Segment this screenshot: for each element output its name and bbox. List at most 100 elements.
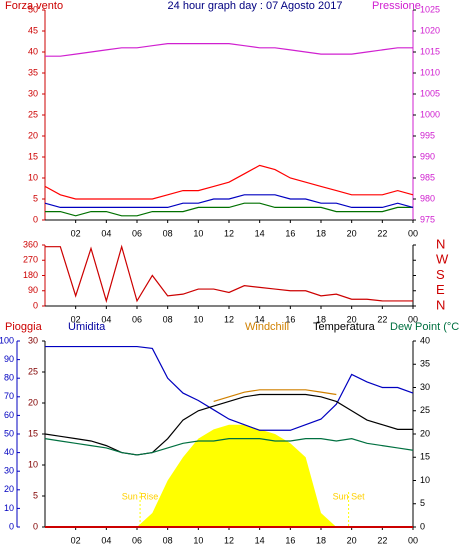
series-line <box>45 202 413 217</box>
y-tick-label: 360 <box>23 239 38 249</box>
annotation: Sun Set <box>333 491 366 501</box>
y2-tick-label: 1020 <box>420 25 440 35</box>
x-tick-label: 06 <box>132 535 142 545</box>
y-tick-label: 45 <box>28 25 38 35</box>
legend-label: Umidita <box>68 321 106 333</box>
y2-tick-label: 25 <box>420 405 430 415</box>
x-tick-label: 08 <box>163 228 173 238</box>
x-tick-label: 12 <box>224 314 234 324</box>
legend-label: Dew Point (°C <box>390 321 459 333</box>
y3-tick-label: 70 <box>4 391 14 401</box>
y2-tick-label: 5 <box>420 498 425 508</box>
x-tick-label: 16 <box>285 314 295 324</box>
y-tick-label: 0 <box>33 521 38 531</box>
x-tick-label: 00 <box>408 535 418 545</box>
x-tick-label: 20 <box>347 228 357 238</box>
y2-tick-label: 10 <box>420 475 430 485</box>
y3-tick-label: 0 <box>9 521 14 531</box>
y2-tick-label: 40 <box>420 335 430 345</box>
y-tick-label: 35 <box>28 67 38 77</box>
x-tick-label: 14 <box>255 314 265 324</box>
legend-label: Windchill <box>245 321 289 333</box>
y-tick-label: 15 <box>28 151 38 161</box>
x-tick-label: 08 <box>163 535 173 545</box>
x-tick-label: 06 <box>132 314 142 324</box>
x-tick-label: 04 <box>101 535 111 545</box>
annotation: Sun Rise <box>122 491 159 501</box>
y2-tick-label: 35 <box>420 359 430 369</box>
y2-tick-label: N <box>436 297 445 312</box>
y-tick-label: 30 <box>28 88 38 98</box>
x-tick-label: 18 <box>316 228 326 238</box>
y-tick-label: 20 <box>28 397 38 407</box>
y-tick-label: 15 <box>28 428 38 438</box>
y-tick-label: 270 <box>23 255 38 265</box>
x-tick-label: 02 <box>71 535 81 545</box>
y2-tick-label: 20 <box>420 428 430 438</box>
x-tick-label: 04 <box>101 314 111 324</box>
y-tick-label: 40 <box>28 46 38 56</box>
y-axis-label: Forza vento <box>5 0 63 12</box>
x-tick-label: 14 <box>255 535 265 545</box>
x-tick-label: 10 <box>193 535 203 545</box>
y2-tick-label: 1000 <box>420 109 440 119</box>
series-line <box>44 438 414 456</box>
y-tick-label: 10 <box>28 459 38 469</box>
x-tick-label: 18 <box>316 535 326 545</box>
x-tick-label: 12 <box>224 535 234 545</box>
series-line <box>44 194 414 208</box>
y2-tick-label: 985 <box>420 172 435 182</box>
series-line <box>44 164 414 200</box>
y2-tick-label: N <box>436 236 445 251</box>
y2-tick-label: 1015 <box>420 46 440 56</box>
x-tick-label: 06 <box>132 228 142 238</box>
y-tick-label: 5 <box>33 193 38 203</box>
y3-tick-label: 80 <box>4 373 14 383</box>
y-tick-label: 90 <box>28 285 38 295</box>
series-line <box>44 393 413 456</box>
x-tick-label: 08 <box>163 314 173 324</box>
y2-tick-label: W <box>436 252 449 267</box>
solar-area <box>45 424 413 527</box>
x-tick-label: 22 <box>377 535 387 545</box>
y2-tick-label: 975 <box>420 214 435 224</box>
y2-tick-label: 30 <box>420 382 430 392</box>
y-tick-label: 0 <box>33 214 38 224</box>
y3-tick-label: 40 <box>4 447 14 457</box>
series-line <box>45 244 413 304</box>
y3-tick-label: 20 <box>4 484 14 494</box>
y-tick-label: 50 <box>28 4 38 14</box>
x-tick-label: 18 <box>316 314 326 324</box>
x-tick-label: 10 <box>193 228 203 238</box>
x-tick-label: 16 <box>285 228 295 238</box>
x-tick-label: 02 <box>71 228 81 238</box>
x-tick-label: 20 <box>347 535 357 545</box>
y-tick-label: 180 <box>23 270 38 280</box>
y2-axis-label: Pressione <box>372 0 421 12</box>
y2-tick-label: E <box>436 282 445 297</box>
legend-label: Temperatura <box>313 321 376 333</box>
x-tick-label: 16 <box>285 535 295 545</box>
x-tick-label: 10 <box>193 314 203 324</box>
x-tick-label: 22 <box>377 228 387 238</box>
y-tick-label: 0 <box>33 300 38 310</box>
y3-tick-label: 50 <box>4 428 14 438</box>
y-tick-label: 10 <box>28 172 38 182</box>
y2-tick-label: 990 <box>420 151 435 161</box>
y2-tick-label: 995 <box>420 130 435 140</box>
series-line <box>45 345 414 431</box>
x-tick-label: 14 <box>255 228 265 238</box>
x-tick-label: 22 <box>377 314 387 324</box>
y2-tick-label: 1005 <box>420 88 440 98</box>
y-tick-label: 30 <box>28 335 38 345</box>
y2-tick-label: 1025 <box>420 4 440 14</box>
legend-label: Pioggia <box>5 321 43 333</box>
series-line <box>45 43 413 57</box>
y3-tick-label: 30 <box>4 466 14 476</box>
x-tick-label: 04 <box>101 228 111 238</box>
y-tick-label: 20 <box>28 130 38 140</box>
y3-tick-label: 10 <box>4 503 14 513</box>
y3-tick-label: 100 <box>0 335 14 345</box>
y2-tick-label: 15 <box>420 452 430 462</box>
